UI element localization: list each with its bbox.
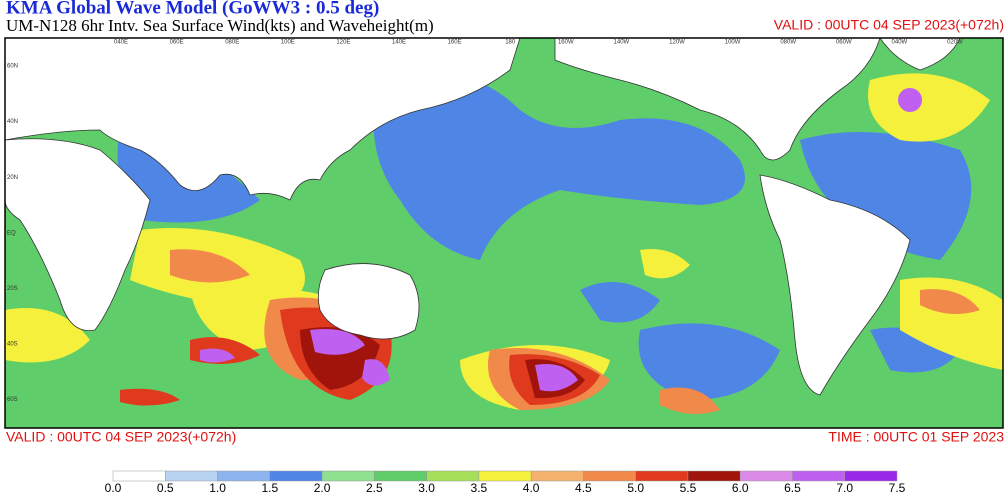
legend-label: 2.5 (366, 481, 383, 495)
legend-swatch (739, 470, 793, 482)
legend-label: 3.0 (418, 481, 435, 495)
lat-label: 60S (7, 397, 18, 403)
valid-time: VALID : 00UTC 04 SEP 2023(+072h) (774, 17, 1004, 33)
lon-label: 140E (392, 40, 406, 46)
map (5, 38, 1003, 428)
legend-swatch (165, 470, 218, 482)
legend-swatch (478, 470, 532, 482)
legend-label: 7.5 (889, 481, 906, 495)
lon-label: 040W (892, 40, 908, 46)
lon-label: 040E (114, 40, 128, 46)
legend-swatch (530, 470, 584, 482)
legend-swatch (583, 470, 636, 482)
legend-swatch (321, 470, 375, 482)
lon-label: 020W (947, 40, 963, 46)
lat-label: 60N (7, 64, 18, 70)
legend-label: 3.5 (471, 481, 488, 495)
legend-swatch (269, 470, 323, 482)
lon-label: 060W (836, 40, 852, 46)
legend-label: 6.5 (784, 481, 801, 495)
lon-label: 080W (780, 40, 796, 46)
legend-label: 6.0 (732, 481, 749, 495)
legend-label: 0.5 (157, 481, 174, 495)
lat-label: 40N (7, 119, 18, 125)
lon-label: 100E (281, 40, 295, 46)
legend-swatch (112, 470, 166, 482)
legend-label: 1.5 (261, 481, 278, 495)
subtitle: UM-N128 6hr Intv. Sea Surface Wind(kts) … (6, 16, 434, 35)
lat-label: 20S (7, 286, 18, 292)
overlays: 040E 060E 080E 100E 120E 140E 160E 180 160W 140W 1… (7, 40, 963, 496)
legend-swatch (635, 470, 689, 482)
map-frame (4, 37, 1004, 429)
legend-swatch (792, 470, 845, 482)
lon-label: 120W (669, 40, 685, 46)
footer-valid: VALID : 00UTC 04 SEP 2023(+072h) (6, 429, 236, 445)
legend-label: 1.0 (209, 481, 226, 495)
legend-label: 4.5 (575, 481, 592, 495)
lon-label: 080E (225, 40, 239, 46)
legend-label: 2.0 (314, 481, 331, 495)
lon-label: 060E (170, 40, 184, 46)
legend-label: 7.0 (836, 481, 853, 495)
legend-swatch (217, 470, 271, 482)
footer-time: TIME : 00UTC 01 SEP 2023 (828, 429, 1004, 445)
legend-label: 0.0 (105, 481, 122, 495)
legend-label: 4.0 (523, 481, 540, 495)
legend-label: 5.5 (680, 481, 697, 495)
lon-label: 160W (558, 40, 574, 46)
lat-label: EQ (7, 230, 16, 236)
legend-swatch (844, 470, 898, 482)
lon-label: 160E (448, 40, 462, 46)
legend-swatch (687, 470, 741, 482)
legend-label: 5.0 (627, 481, 644, 495)
lat-label: 40S (7, 342, 18, 348)
lon-label: 100W (725, 40, 741, 46)
lat-label: 20N (7, 175, 18, 181)
lon-label: 120E (336, 40, 350, 46)
legend-swatch (374, 470, 427, 482)
legend-swatch (426, 470, 480, 482)
lon-label: 180 (505, 40, 516, 46)
title: KMA Global Wave Model (GoWW3 : 0.5 deg) (6, 0, 379, 18)
lon-label: 140W (614, 40, 630, 46)
